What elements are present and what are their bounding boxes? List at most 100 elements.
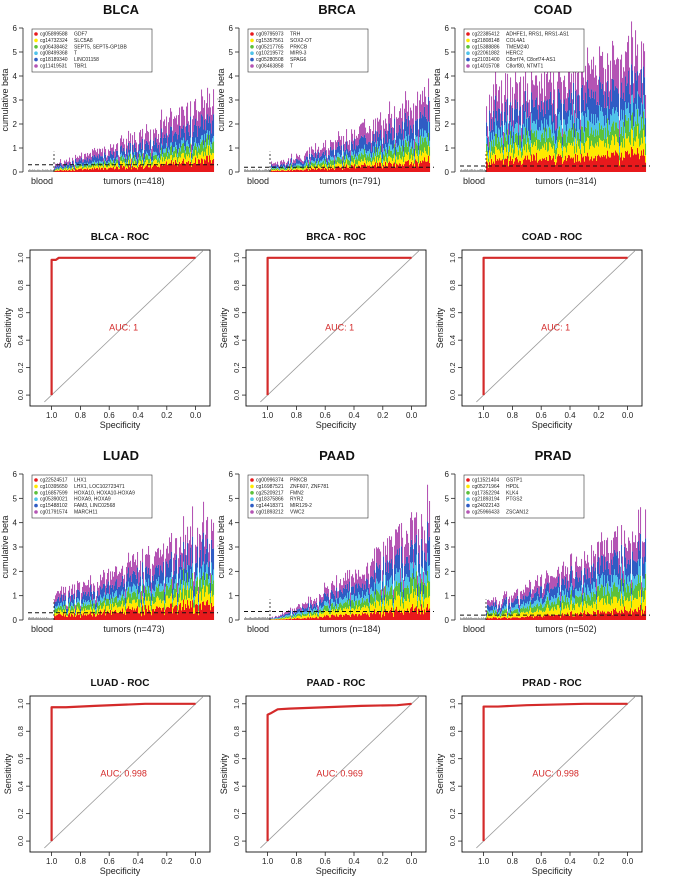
- series-1-bar: [317, 168, 319, 172]
- series-1-bar: [397, 610, 399, 620]
- series-5-bar: [280, 616, 282, 618]
- legend-swatch: [250, 45, 254, 49]
- series-3-bar: [570, 130, 572, 146]
- series-2-bar: [74, 170, 76, 171]
- stacked-beta-area: [244, 78, 431, 172]
- series-5-bar: [128, 142, 130, 153]
- series-2-bar: [165, 159, 167, 164]
- series-1-bar: [280, 619, 282, 620]
- series-2-bar: [340, 164, 342, 168]
- series-5-bar: [369, 593, 371, 603]
- series-4-bar: [328, 603, 330, 609]
- y-tick-label: 4: [13, 519, 18, 528]
- series-1-bar: [63, 613, 65, 620]
- legend-cpg: cg15388886: [472, 44, 500, 50]
- series-1-bar: [332, 614, 334, 620]
- series-3-bar: [132, 592, 134, 601]
- series-5-bar: [301, 611, 303, 614]
- series-5-bar: [84, 594, 86, 603]
- series-1-bar: [303, 170, 305, 172]
- series-4-bar: [212, 575, 214, 584]
- series-6-bar: [62, 164, 64, 167]
- series-3-bar: [564, 131, 566, 147]
- series-1-bar: [105, 615, 107, 620]
- series-1-bar: [149, 610, 151, 620]
- series-2-bar: [61, 168, 63, 171]
- series-5-bar: [298, 609, 300, 613]
- series-3-bar: [635, 121, 637, 142]
- series-5-bar: [522, 124, 524, 140]
- series-5-bar: [517, 101, 519, 124]
- y-tick-label: 2: [13, 567, 18, 576]
- series-1-bar: [386, 165, 388, 172]
- series-2-bar: [187, 156, 189, 163]
- series-1-bar: [82, 170, 84, 172]
- series-3-bar: [391, 585, 393, 600]
- series-2-bar: [203, 156, 205, 165]
- series-3-bar: [578, 132, 580, 147]
- series-1-bar: [521, 164, 523, 172]
- blood-sample-bar: [252, 617, 254, 620]
- series-5-bar: [213, 548, 215, 570]
- series-5-bar: [398, 132, 400, 146]
- series-6-bar: [301, 608, 303, 612]
- series-1-bar: [408, 160, 410, 172]
- series-3-bar: [337, 608, 339, 613]
- series-4-bar: [176, 145, 178, 149]
- series-1-bar: [105, 167, 107, 172]
- series-2-bar: [405, 152, 407, 162]
- series-6-bar: [280, 161, 282, 165]
- series-5-bar: [118, 160, 120, 165]
- series-3-bar: [305, 165, 307, 168]
- series-6-bar: [392, 127, 394, 141]
- series-5-bar: [346, 588, 348, 598]
- series-5-bar: [420, 111, 422, 130]
- series-6-bar: [339, 583, 341, 591]
- series-1-bar: [301, 618, 303, 620]
- series-5-bar: [385, 562, 387, 576]
- series-1-bar: [201, 609, 203, 620]
- series-4-bar: [174, 583, 176, 589]
- series-5-bar: [284, 615, 286, 617]
- series-5-bar: [184, 568, 186, 581]
- series-5-bar: [81, 158, 83, 164]
- series-4-bar: [204, 579, 206, 587]
- series-4-bar: [515, 123, 517, 134]
- series-1-bar: [110, 609, 112, 620]
- series-2-bar: [502, 152, 504, 160]
- series-1-bar: [297, 618, 299, 620]
- series-6-bar: [62, 594, 64, 602]
- series-5-bar: [308, 163, 310, 167]
- series-3-bar: [405, 139, 407, 153]
- series-3-bar: [169, 153, 171, 159]
- series-4-bar: [105, 161, 107, 163]
- series-1-bar: [285, 170, 287, 172]
- series-1-bar: [428, 155, 430, 172]
- series-2-bar: [139, 607, 141, 614]
- series-4-bar: [364, 594, 366, 601]
- series-3-bar: [96, 610, 98, 614]
- series-4-bar: [537, 129, 539, 140]
- series-2-bar: [132, 162, 134, 166]
- series-5-bar: [555, 130, 557, 144]
- series-2-bar: [99, 165, 101, 168]
- series-3-bar: [166, 147, 168, 157]
- series-3-bar: [277, 168, 279, 170]
- series-1-bar: [548, 160, 550, 172]
- series-6-bar: [600, 55, 602, 83]
- series-4-bar: [275, 618, 277, 619]
- series-3-bar: [580, 149, 582, 155]
- series-5-bar: [500, 126, 502, 138]
- series-6-bar: [305, 602, 307, 609]
- series-6-bar: [537, 85, 539, 110]
- series-6-bar: [423, 102, 425, 117]
- series-1-bar: [178, 610, 180, 620]
- series-4-bar: [516, 122, 518, 133]
- y-tick-label: 0: [445, 168, 450, 177]
- y-axis-label: cumulative beta: [0, 515, 10, 578]
- series-2-bar: [81, 166, 83, 169]
- series-6-bar: [105, 585, 107, 595]
- series-1-bar: [566, 161, 568, 172]
